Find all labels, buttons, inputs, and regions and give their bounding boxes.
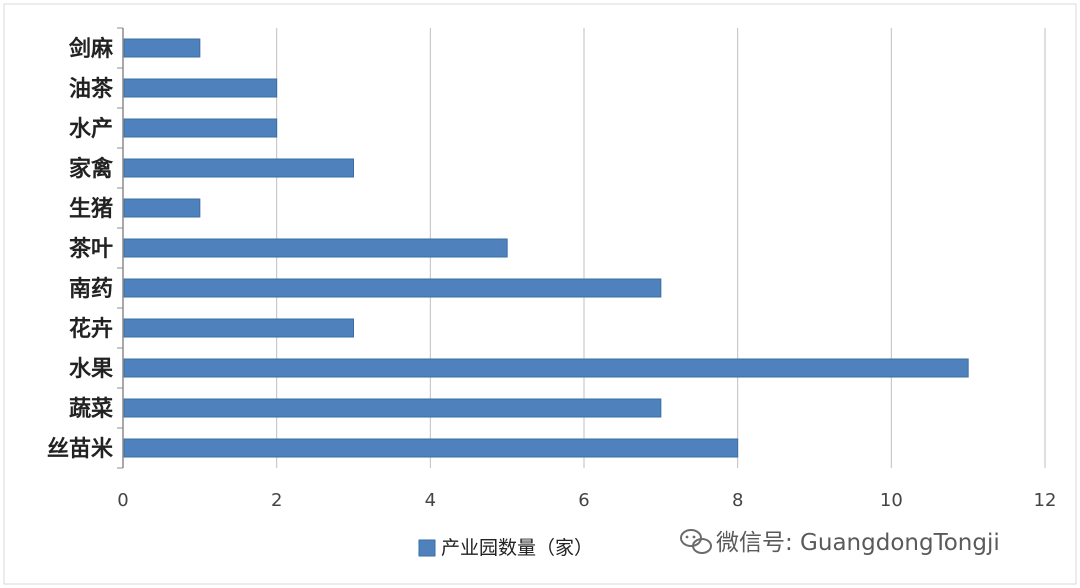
y-tick-label: 水果: [69, 356, 113, 382]
bar: [123, 278, 662, 298]
bar: [123, 38, 201, 58]
y-tick-label: 家禽: [69, 156, 114, 182]
watermark-text: 微信号: GuangdongTongji: [716, 530, 1000, 556]
bar: [123, 358, 969, 378]
x-tick-label: 10: [880, 490, 903, 511]
y-tick-label: 丝苗米: [47, 436, 114, 462]
x-tick-label: 2: [271, 490, 282, 511]
x-tick-label: 6: [578, 490, 589, 511]
y-tick-label: 茶叶: [69, 236, 113, 262]
y-tick-label: 生猪: [69, 196, 113, 222]
bar: [123, 398, 662, 418]
bar: [123, 78, 278, 98]
bar: [123, 438, 739, 458]
y-tick-label: 水产: [69, 116, 113, 142]
bar: [123, 318, 354, 338]
y-tick-label: 南药: [69, 276, 113, 302]
wechat-icon: [680, 529, 712, 554]
gridlines: [276, 28, 1046, 468]
legend: 产业园数量（家）: [418, 537, 593, 559]
bar: [123, 118, 278, 138]
legend-swatch: [418, 539, 436, 557]
y-tick-label: 剑麻: [68, 36, 114, 62]
x-tick-label: 0: [117, 490, 128, 511]
bar: [123, 198, 201, 218]
bars: [123, 38, 969, 458]
bar: [123, 238, 508, 258]
watermark: 微信号: GuangdongTongji: [680, 529, 1000, 556]
bar: [123, 158, 354, 178]
y-tick-label: 蔬菜: [69, 396, 113, 422]
x-tick-label: 8: [732, 490, 743, 511]
y-tick-label: 花卉: [69, 316, 113, 342]
x-tick-label: 4: [425, 490, 436, 511]
y-tick-label: 油茶: [69, 76, 114, 102]
x-tick-label: 12: [1034, 490, 1057, 511]
legend-label: 产业园数量（家）: [441, 537, 593, 559]
